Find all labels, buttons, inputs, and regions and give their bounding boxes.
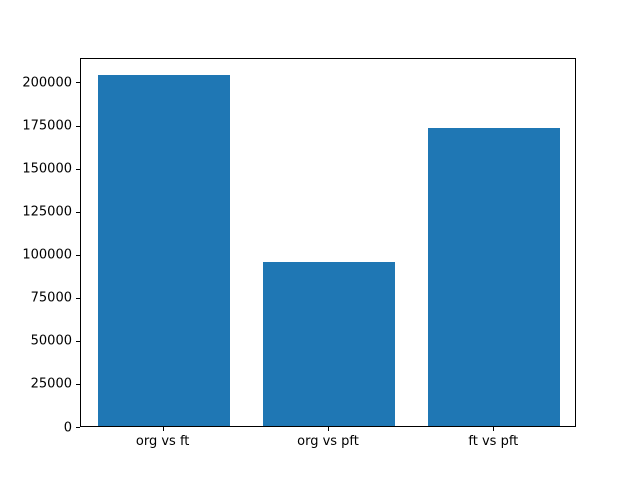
x-tick-mark xyxy=(493,427,495,431)
y-tick-mark xyxy=(76,297,80,299)
y-tick-label: 175000 xyxy=(22,118,72,134)
y-tick-label: 25000 xyxy=(30,376,72,392)
y-tick-mark xyxy=(76,211,80,213)
y-tick-label: 0 xyxy=(63,420,72,435)
y-tick-mark xyxy=(76,82,80,84)
y-tick-mark xyxy=(76,254,80,256)
y-tick-mark xyxy=(76,340,80,342)
x-tick-label: org vs ft xyxy=(135,434,190,449)
bar-ft-vs-pft xyxy=(428,127,561,426)
plot-area xyxy=(80,58,576,427)
x-tick-label: ft vs pft xyxy=(468,434,519,449)
y-tick-mark xyxy=(76,383,80,385)
x-tick-mark xyxy=(162,427,164,431)
x-tick-label: org vs pft xyxy=(297,434,359,449)
x-tick-mark xyxy=(328,427,329,431)
y-tick-label: 125000 xyxy=(22,204,72,220)
y-tick-label: 50000 xyxy=(30,333,72,349)
y-tick-label: 200000 xyxy=(22,75,72,91)
y-tick-mark xyxy=(76,125,80,127)
bar-org-vs-ft xyxy=(97,74,230,426)
y-tick-mark xyxy=(76,168,80,170)
y-tick-label: 150000 xyxy=(22,161,72,177)
y-tick-mark xyxy=(76,427,80,428)
y-tick-label: 75000 xyxy=(30,290,72,306)
bar-org-vs-pft xyxy=(262,262,396,426)
y-tick-label: 100000 xyxy=(22,247,72,263)
